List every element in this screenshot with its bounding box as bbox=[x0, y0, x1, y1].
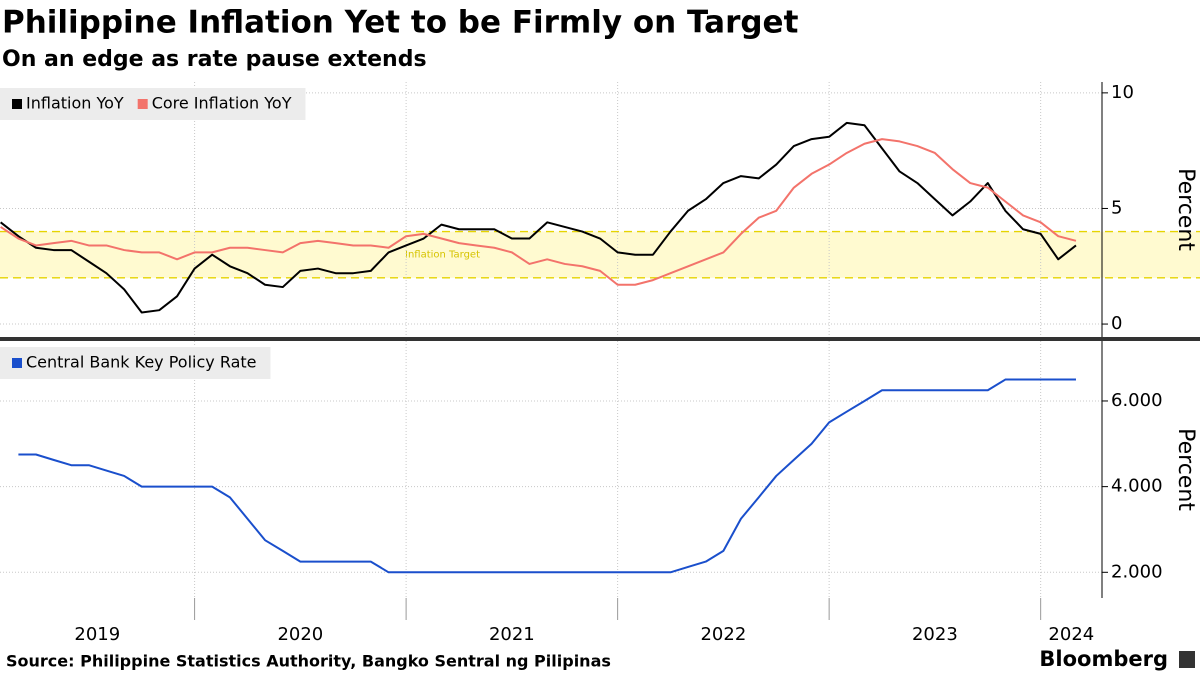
legend-label: Inflation YoY bbox=[26, 94, 124, 113]
series-line bbox=[0, 121, 1077, 314]
y-tick-label: 4.000 bbox=[1111, 476, 1163, 497]
chart-title: Philippine Inflation Yet to be Firmly on… bbox=[2, 5, 799, 41]
x-tick-label: 2021 bbox=[489, 624, 535, 645]
chart-subtitle: On an edge as rate pause extends bbox=[2, 47, 427, 72]
y-tick-label: 0 bbox=[1111, 313, 1122, 334]
y-tick-label: 2.000 bbox=[1111, 561, 1163, 582]
legend-swatch bbox=[12, 99, 22, 109]
x-tick-label: 2024 bbox=[1048, 624, 1094, 645]
source-note: Source: Philippine Statistics Authority,… bbox=[6, 652, 611, 671]
x-tick-label: 2023 bbox=[912, 624, 958, 645]
legend-label: Core Inflation YoY bbox=[152, 94, 292, 113]
x-tick-label: 2022 bbox=[700, 624, 746, 645]
annotation: Inflation Target bbox=[405, 250, 480, 261]
legend-swatch bbox=[12, 358, 22, 368]
series-line bbox=[18, 378, 1076, 574]
y-axis-title: Percent bbox=[1173, 168, 1198, 251]
brand: Bloomberg bbox=[1039, 647, 1168, 671]
brand-icon bbox=[1179, 651, 1195, 668]
y-tick-label: 10 bbox=[1111, 82, 1134, 103]
x-tick-label: 2019 bbox=[74, 624, 120, 645]
legend-label: Central Bank Key Policy Rate bbox=[26, 353, 257, 372]
legend-background bbox=[0, 88, 306, 120]
y-tick-label: 5 bbox=[1111, 197, 1122, 218]
legend-swatch bbox=[137, 99, 148, 109]
x-tick-label: 2020 bbox=[277, 624, 323, 645]
panel-divider bbox=[0, 337, 1200, 341]
series-line bbox=[0, 138, 1077, 286]
y-tick-label: 6.000 bbox=[1111, 390, 1163, 411]
y-axis-title: Percent bbox=[1173, 428, 1198, 511]
legend-background bbox=[0, 347, 271, 379]
